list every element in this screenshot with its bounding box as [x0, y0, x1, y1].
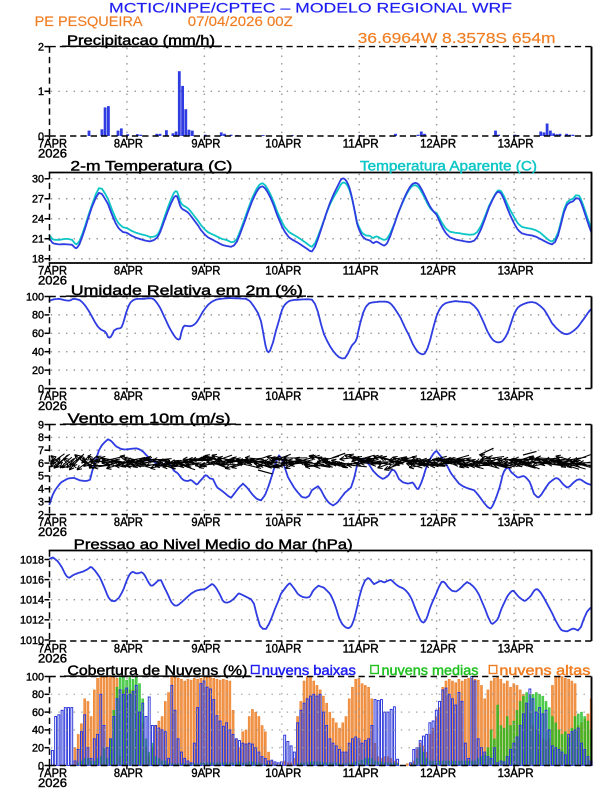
svg-text:0: 0	[38, 760, 44, 772]
svg-text:13APR: 13APR	[498, 138, 534, 150]
svg-text:13APR: 13APR	[498, 643, 534, 655]
svg-text:1012: 1012	[20, 615, 44, 627]
svg-text:60: 60	[32, 707, 44, 719]
svg-text:1018: 1018	[20, 554, 44, 566]
svg-text:9APR: 9APR	[191, 265, 220, 277]
svg-text:21: 21	[32, 234, 44, 246]
svg-text:9APR: 9APR	[191, 517, 220, 529]
svg-text:13APR: 13APR	[498, 391, 534, 403]
svg-text:10APR: 10APR	[265, 265, 301, 277]
svg-text:Pressao ao Nivel Medio do Mar: Pressao ao Nivel Medio do Mar (hPa)	[74, 537, 353, 553]
svg-text:6: 6	[38, 458, 44, 470]
svg-text:12APR: 12APR	[420, 265, 456, 277]
svg-text:4: 4	[38, 484, 44, 496]
svg-text:2026: 2026	[38, 527, 67, 539]
svg-text:11APR: 11APR	[343, 265, 379, 277]
svg-text:9APR: 9APR	[191, 391, 220, 403]
svg-text:13APR: 13APR	[498, 768, 534, 780]
svg-text:36.6964W 8.3578S 654m: 36.6964W 8.3578S 654m	[358, 30, 556, 47]
svg-text:10APR: 10APR	[265, 768, 301, 780]
svg-text:2026: 2026	[38, 778, 67, 790]
svg-text:2026: 2026	[38, 276, 67, 288]
svg-text:27: 27	[32, 194, 44, 206]
svg-text:7APR: 7APR	[38, 138, 67, 150]
svg-text:40: 40	[32, 347, 44, 359]
svg-text:Umidade Relativa em 2m (%): Umidade Relativa em 2m (%)	[71, 283, 303, 299]
svg-text:8APR: 8APR	[114, 768, 143, 780]
svg-text:10APR: 10APR	[265, 138, 301, 150]
svg-text:7APR: 7APR	[38, 265, 67, 277]
svg-text:2026: 2026	[38, 654, 67, 666]
svg-text:11APR: 11APR	[343, 391, 379, 403]
svg-text:8APR: 8APR	[114, 265, 143, 277]
svg-text:11APR: 11APR	[343, 643, 379, 655]
svg-text:1014: 1014	[20, 595, 44, 607]
svg-text:100: 100	[26, 671, 44, 683]
svg-text:8APR: 8APR	[114, 391, 143, 403]
svg-text:nuvens baixas: nuvens baixas	[262, 663, 356, 678]
svg-text:11APR: 11APR	[343, 517, 379, 529]
svg-text:10APR: 10APR	[265, 391, 301, 403]
svg-text:10APR: 10APR	[265, 517, 301, 529]
svg-text:nuvens medias: nuvens medias	[382, 663, 479, 678]
svg-text:11APR: 11APR	[343, 768, 379, 780]
svg-text:12APR: 12APR	[420, 138, 456, 150]
svg-text:MCTIC/INPE/CPTEC – MODELO REGI: MCTIC/INPE/CPTEC – MODELO REGIONAL WRF	[109, 1, 512, 16]
svg-text:40: 40	[32, 725, 44, 737]
svg-text:2: 2	[38, 509, 44, 521]
svg-text:12APR: 12APR	[420, 391, 456, 403]
svg-text:8APR: 8APR	[114, 517, 143, 529]
svg-text:07/04/2026 00Z: 07/04/2026 00Z	[188, 14, 293, 29]
svg-text:80: 80	[32, 310, 44, 322]
svg-text:12APR: 12APR	[420, 517, 456, 529]
svg-text:9APR: 9APR	[191, 138, 220, 150]
svg-text:9APR: 9APR	[191, 768, 220, 780]
svg-text:60: 60	[32, 328, 44, 340]
svg-text:9APR: 9APR	[191, 643, 220, 655]
svg-text:5: 5	[38, 471, 44, 483]
svg-text:18: 18	[32, 254, 44, 266]
svg-text:9: 9	[38, 419, 44, 431]
svg-text:10APR: 10APR	[265, 643, 301, 655]
svg-text:12APR: 12APR	[420, 768, 456, 780]
svg-text:7APR: 7APR	[38, 768, 67, 780]
svg-text:8APR: 8APR	[114, 643, 143, 655]
svg-text:7APR: 7APR	[38, 517, 67, 529]
svg-text:2026: 2026	[38, 401, 67, 413]
svg-text:7APR: 7APR	[38, 391, 67, 403]
svg-text:Temperatura Aparente (C): Temperatura Aparente (C)	[360, 158, 537, 174]
svg-text:8APR: 8APR	[114, 138, 143, 150]
svg-text:Vento em 10m (m/s): Vento em 10m (m/s)	[68, 411, 231, 427]
svg-text:3: 3	[38, 496, 44, 508]
svg-text:20: 20	[32, 743, 44, 755]
svg-text:100: 100	[26, 291, 44, 303]
svg-text:1010: 1010	[20, 635, 44, 647]
svg-text:30: 30	[32, 174, 44, 186]
svg-text:24: 24	[32, 214, 44, 226]
svg-text:2-m Temperatura (C): 2-m Temperatura (C)	[70, 158, 232, 174]
svg-text:1016: 1016	[20, 574, 44, 586]
svg-text:2026: 2026	[38, 149, 67, 161]
svg-text:13APR: 13APR	[498, 517, 534, 529]
svg-text:20: 20	[32, 365, 44, 377]
svg-text:80: 80	[32, 689, 44, 701]
svg-text:0: 0	[38, 383, 44, 395]
svg-text:8: 8	[38, 432, 44, 444]
svg-text:2: 2	[38, 41, 44, 53]
svg-text:13APR: 13APR	[498, 265, 534, 277]
svg-text:12APR: 12APR	[420, 643, 456, 655]
svg-text:PE PESQUEIRA: PE PESQUEIRA	[35, 14, 144, 29]
svg-text:1: 1	[38, 86, 44, 98]
svg-text:7: 7	[38, 445, 44, 457]
svg-text:11APR: 11APR	[343, 138, 379, 150]
svg-text:nuvens altas: nuvens altas	[499, 663, 590, 678]
svg-text:7APR: 7APR	[38, 643, 67, 655]
svg-text:Precipitacao (mm/h): Precipitacao (mm/h)	[67, 33, 215, 49]
svg-text:Cobertura de Nuvens (%): Cobertura de Nuvens (%)	[67, 663, 247, 679]
svg-text:0: 0	[38, 131, 44, 143]
